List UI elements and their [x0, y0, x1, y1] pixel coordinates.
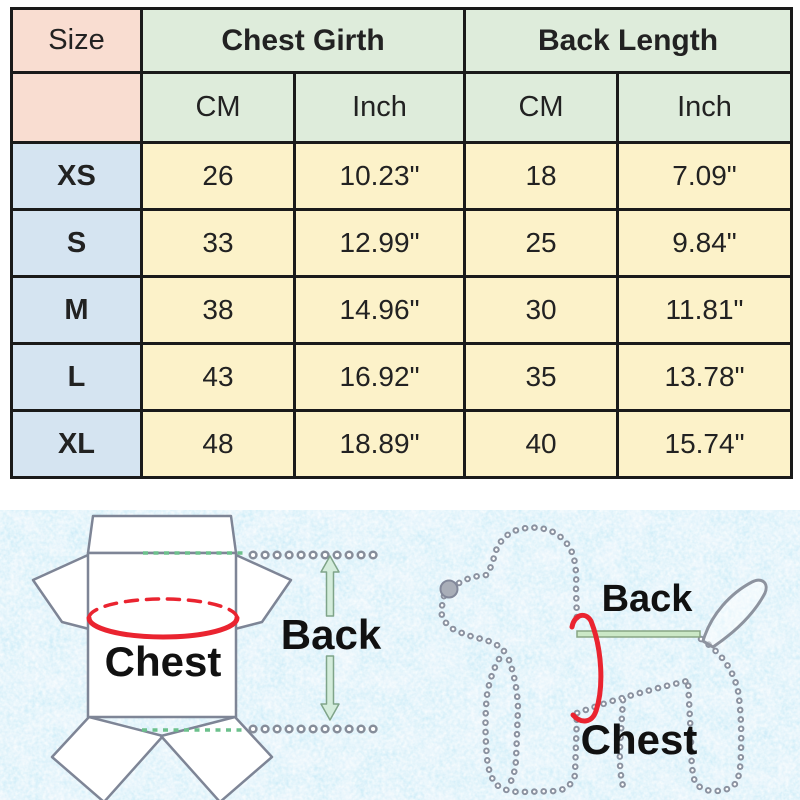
- table-units-row: CM Inch CM Inch: [10, 71, 794, 144]
- back-cm-cell: 18: [463, 141, 620, 211]
- size-cell: XL: [10, 409, 143, 479]
- measurement-illustration: Chest Back: [0, 510, 800, 800]
- garment-left-leg: [50, 715, 165, 800]
- dog-nose: [439, 579, 459, 599]
- garment-chest-label: Chest: [105, 638, 222, 685]
- chest-cm-cell: 26: [140, 141, 296, 211]
- unit-back-cm: CM: [463, 71, 620, 144]
- garment-back-label: Back: [281, 611, 382, 658]
- garment-collar: [86, 514, 238, 555]
- dog-back-label: Back: [602, 578, 694, 620]
- chest-inch-cell: 14.96": [292, 275, 467, 345]
- chest-inch-cell: 18.89": [292, 409, 467, 479]
- back-inch-cell: 9.84": [616, 208, 794, 278]
- table-row-xl: XL 48 18.89" 40 15.74": [10, 409, 794, 479]
- back-arrow-up: [320, 555, 340, 617]
- size-chart-table: Size Chest Girth Back Length CM Inch CM …: [10, 7, 794, 479]
- header-chest-girth: Chest Girth: [139, 7, 467, 74]
- dog-back-bar: [576, 630, 701, 638]
- dog-tail: [701, 578, 768, 649]
- back-inch-cell: 7.09": [616, 141, 794, 211]
- chest-cm-cell: 38: [140, 275, 296, 345]
- unit-chest-cm: CM: [140, 71, 296, 144]
- unit-back-inch: Inch: [616, 71, 794, 144]
- chest-inch-cell: 12.99": [292, 208, 467, 278]
- size-cell: XS: [10, 141, 143, 211]
- size-cell: L: [10, 342, 143, 412]
- garment-right-leg: [159, 715, 274, 800]
- unit-chest-inch: Inch: [292, 71, 467, 144]
- header-back-length: Back Length: [463, 7, 794, 74]
- table-header-row: Size Chest Girth Back Length: [10, 7, 794, 74]
- chest-cm-cell: 48: [140, 409, 296, 479]
- dog-diagram: Back Chest: [437, 524, 768, 796]
- header-size-spacer: [10, 71, 143, 144]
- size-cell: M: [10, 275, 143, 345]
- chest-ellipse-solid: [86, 615, 240, 640]
- chest-ellipse-dashed: [87, 597, 239, 620]
- back-inch-cell: 15.74": [616, 409, 794, 479]
- back-cm-cell: 35: [463, 342, 620, 412]
- back-arrow-down: [320, 655, 340, 721]
- table-row-xs: XS 26 10.23" 18 7.09": [10, 141, 794, 211]
- chest-inch-cell: 16.92": [292, 342, 467, 412]
- dog-chest-curve: [569, 612, 604, 724]
- back-cm-cell: 25: [463, 208, 620, 278]
- chest-inch-cell: 10.23": [292, 141, 467, 211]
- chest-cm-cell: 33: [140, 208, 296, 278]
- chest-cm-cell: 43: [140, 342, 296, 412]
- table-row-l: L 43 16.92" 35 13.78": [10, 342, 794, 412]
- back-inch-cell: 13.78": [616, 342, 794, 412]
- size-cell: S: [10, 208, 143, 278]
- back-cm-cell: 40: [463, 409, 620, 479]
- garment-diagram: Chest Back: [31, 514, 389, 800]
- back-inch-cell: 11.81": [616, 275, 794, 345]
- table-row-s: S 33 12.99" 25 9.84": [10, 208, 794, 278]
- garment-body: [86, 551, 238, 719]
- back-cm-cell: 30: [463, 275, 620, 345]
- header-size: Size: [10, 7, 143, 74]
- dog-chest-label: Chest: [581, 716, 698, 763]
- dog-outline: [437, 524, 745, 796]
- table-row-m: M 38 14.96" 30 11.81": [10, 275, 794, 345]
